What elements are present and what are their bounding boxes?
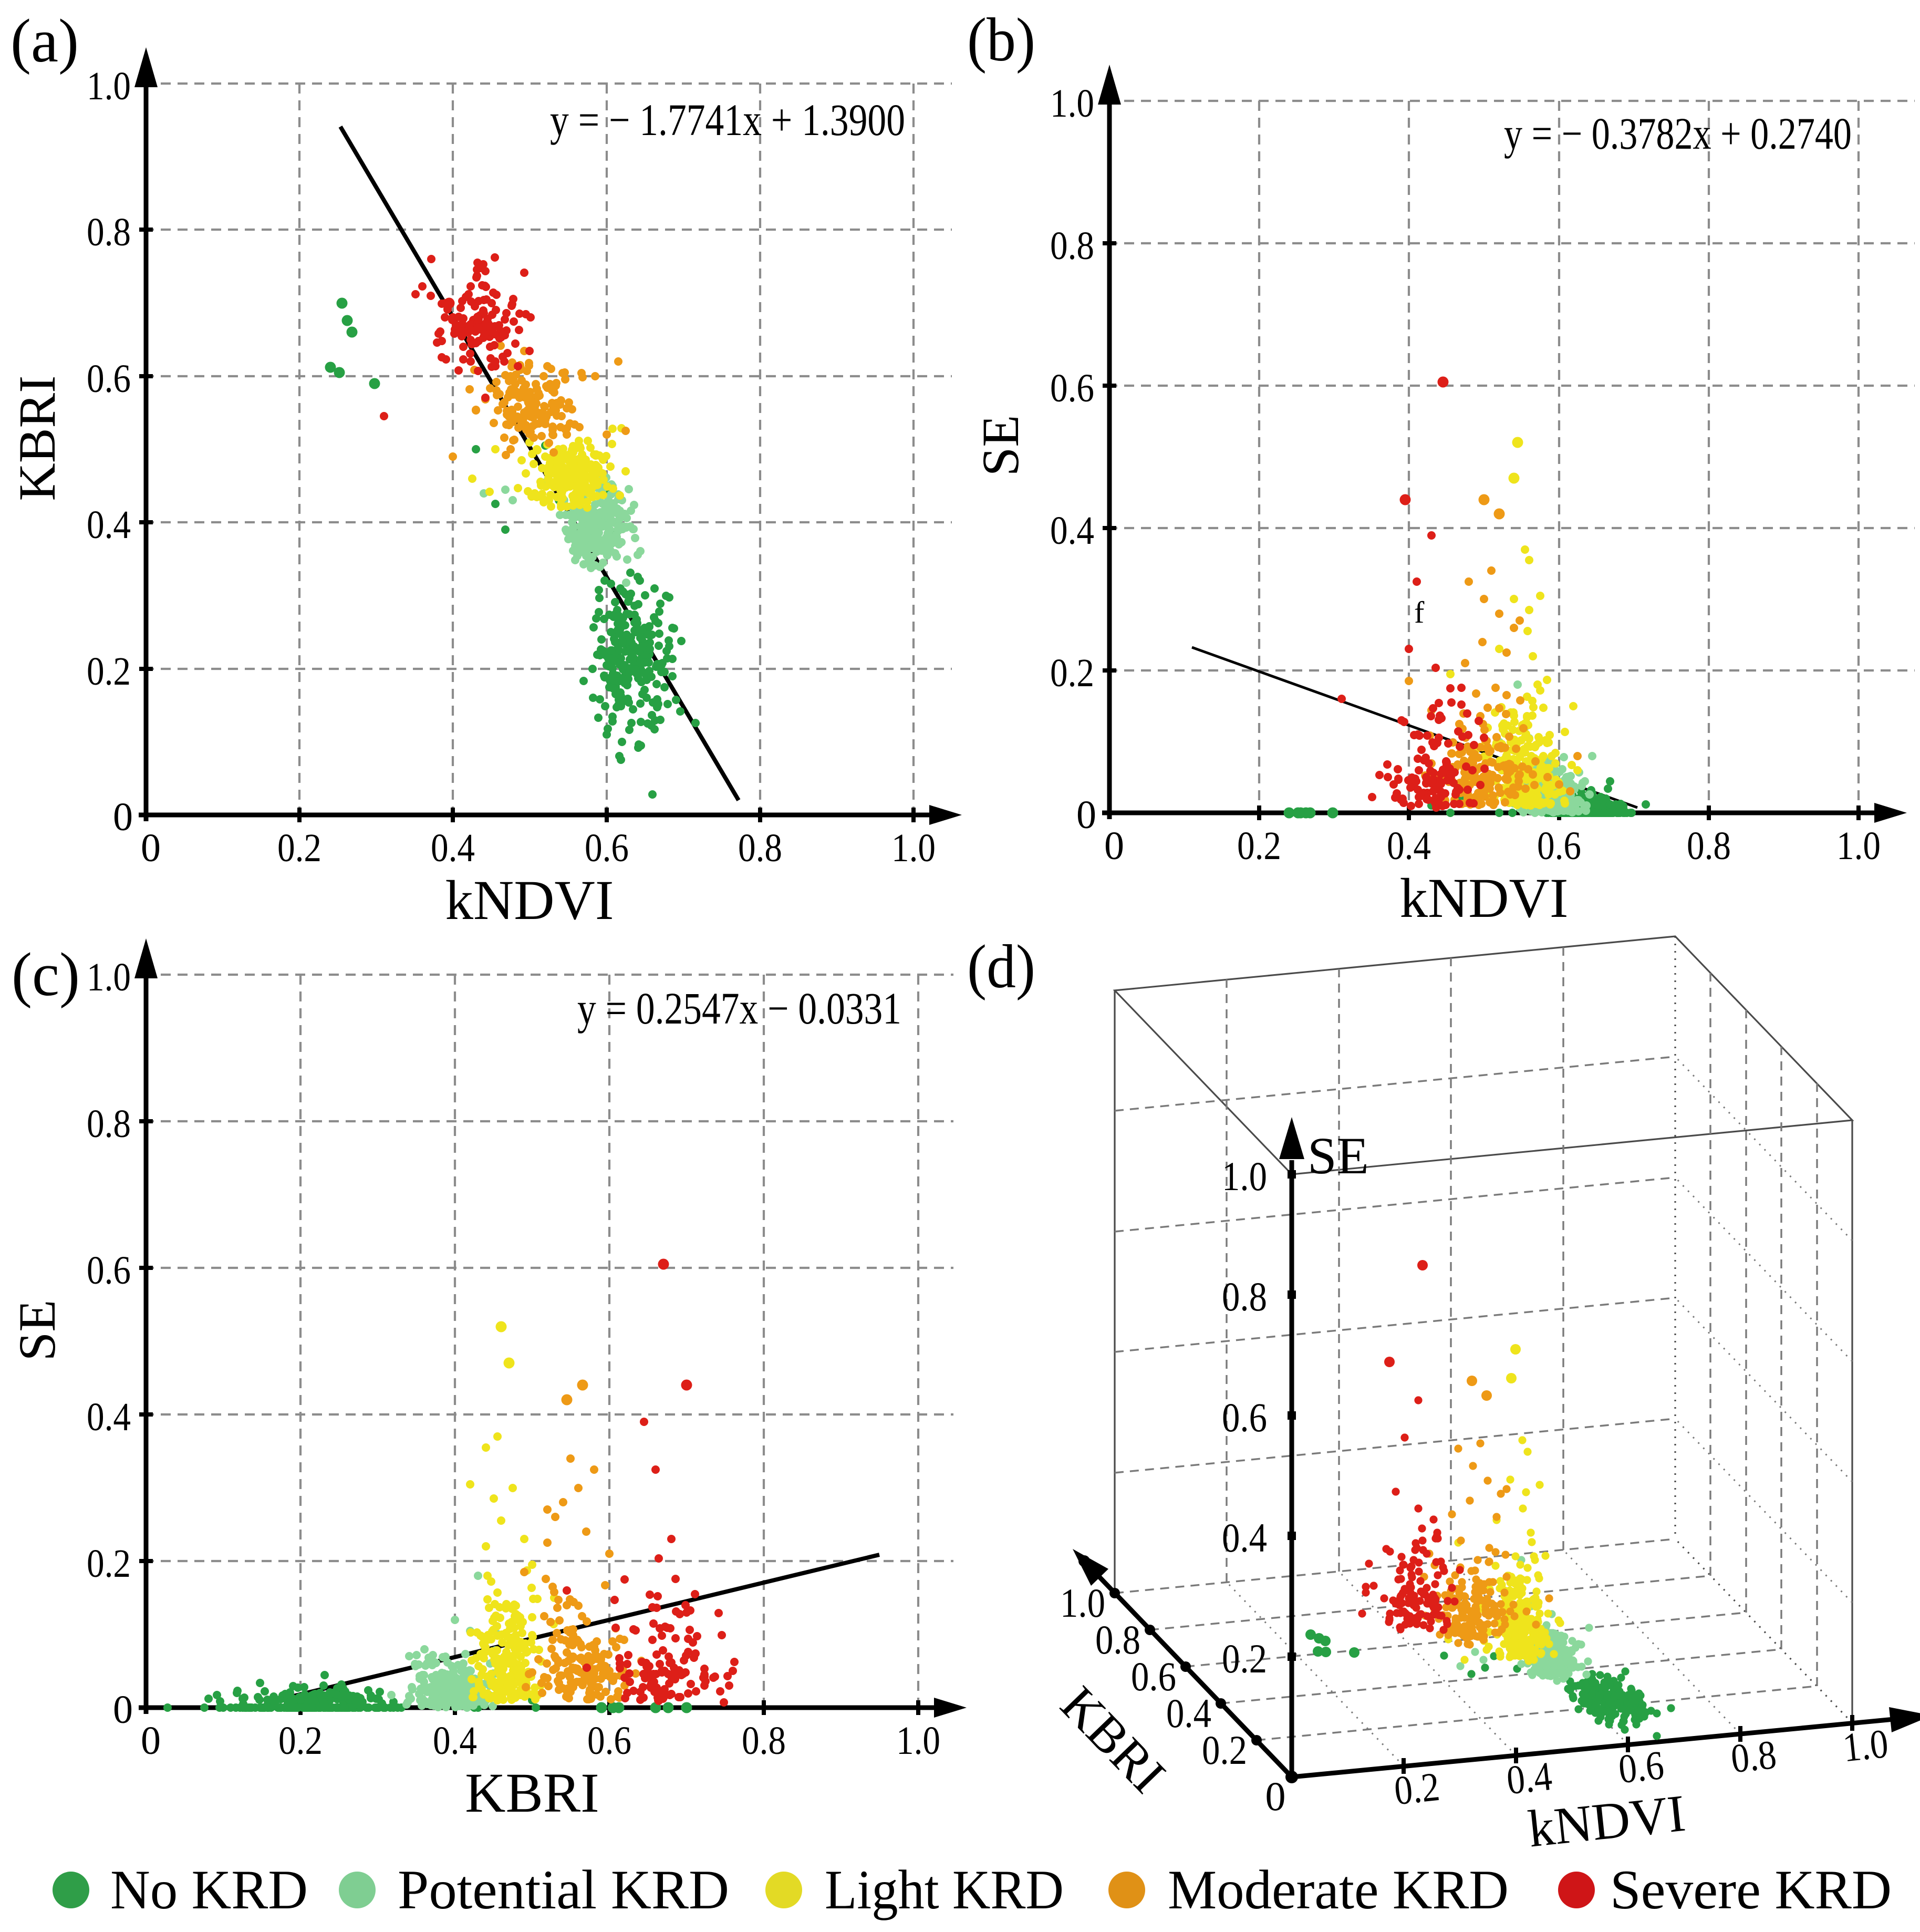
svg-text:0.8: 0.8 bbox=[742, 1719, 786, 1763]
svg-text:0.4: 0.4 bbox=[431, 826, 475, 870]
svg-text:(c): (c) bbox=[12, 940, 80, 1009]
svg-text:0.6: 0.6 bbox=[1131, 1654, 1176, 1699]
svg-text:kNDVI: kNDVI bbox=[445, 870, 614, 932]
svg-text:0.4: 0.4 bbox=[1222, 1515, 1267, 1561]
svg-text:0: 0 bbox=[113, 1688, 133, 1732]
svg-text:(a): (a) bbox=[11, 6, 79, 75]
svg-text:0.2: 0.2 bbox=[1050, 651, 1094, 695]
svg-text:0.8: 0.8 bbox=[87, 210, 131, 254]
svg-text:1.0: 1.0 bbox=[1222, 1153, 1267, 1199]
svg-text:0: 0 bbox=[1076, 793, 1096, 837]
svg-text:0.2: 0.2 bbox=[1237, 824, 1281, 868]
svg-text:1.0: 1.0 bbox=[1836, 824, 1881, 868]
svg-text:y = 0.2547x − 0.0331: y = 0.2547x − 0.0331 bbox=[577, 983, 901, 1034]
svg-text:0.8: 0.8 bbox=[1687, 824, 1731, 868]
svg-text:0.2: 0.2 bbox=[1222, 1636, 1267, 1681]
svg-text:0.8: 0.8 bbox=[738, 826, 782, 870]
svg-text:KBRI: KBRI bbox=[8, 376, 66, 501]
svg-text:0.8: 0.8 bbox=[1050, 224, 1094, 268]
svg-text:(d): (d) bbox=[967, 932, 1035, 1001]
svg-text:0.6: 0.6 bbox=[1222, 1394, 1267, 1440]
svg-text:y = − 0.3782x + 0.2740: y = − 0.3782x + 0.2740 bbox=[1504, 108, 1852, 159]
svg-text:0.8: 0.8 bbox=[1729, 1731, 1779, 1782]
svg-text:Moderate KRD: Moderate KRD bbox=[1168, 1859, 1509, 1920]
svg-text:SE: SE bbox=[1307, 1127, 1369, 1185]
svg-text:1.0: 1.0 bbox=[891, 826, 936, 870]
svg-text:0.8: 0.8 bbox=[87, 1102, 131, 1146]
svg-text:SE: SE bbox=[971, 415, 1030, 477]
svg-text:0: 0 bbox=[141, 1719, 161, 1763]
svg-text:KBRI: KBRI bbox=[465, 1762, 599, 1824]
svg-text:0: 0 bbox=[1104, 824, 1124, 868]
svg-text:0.2: 0.2 bbox=[278, 1719, 323, 1763]
svg-text:0.6: 0.6 bbox=[1537, 824, 1581, 868]
svg-text:0.6: 0.6 bbox=[1616, 1742, 1666, 1792]
svg-text:0.6: 0.6 bbox=[1050, 366, 1094, 410]
svg-text:0.4: 0.4 bbox=[1166, 1690, 1211, 1736]
svg-text:0.4: 0.4 bbox=[87, 503, 131, 547]
svg-text:1.0: 1.0 bbox=[896, 1719, 940, 1763]
svg-text:0.6: 0.6 bbox=[87, 1248, 131, 1293]
svg-text:kNDVI: kNDVI bbox=[1400, 867, 1569, 929]
svg-text:Severe KRD: Severe KRD bbox=[1610, 1859, 1892, 1920]
svg-text:0.2: 0.2 bbox=[1202, 1727, 1247, 1773]
svg-text:0.2: 0.2 bbox=[87, 649, 131, 694]
svg-text:y = − 1.7741x + 1.3900: y = − 1.7741x + 1.3900 bbox=[550, 95, 905, 145]
svg-text:0: 0 bbox=[1265, 1773, 1286, 1819]
svg-text:0.2: 0.2 bbox=[1392, 1763, 1442, 1814]
svg-text:0.2: 0.2 bbox=[277, 826, 321, 870]
svg-text:Potential KRD: Potential KRD bbox=[398, 1859, 729, 1920]
svg-text:0.4: 0.4 bbox=[1387, 824, 1431, 868]
svg-text:0.6: 0.6 bbox=[585, 826, 629, 870]
svg-text:0.4: 0.4 bbox=[1050, 509, 1094, 553]
svg-text:0: 0 bbox=[141, 826, 161, 870]
svg-text:(b): (b) bbox=[967, 5, 1035, 74]
svg-text:0: 0 bbox=[113, 795, 133, 839]
svg-text:0.2: 0.2 bbox=[87, 1542, 131, 1586]
svg-text:0.6: 0.6 bbox=[87, 357, 131, 401]
svg-text:1.0: 1.0 bbox=[1060, 1580, 1105, 1626]
svg-text:1.0: 1.0 bbox=[1050, 81, 1094, 126]
svg-text:1.0: 1.0 bbox=[87, 955, 131, 999]
svg-text:f: f bbox=[1414, 595, 1425, 629]
svg-text:0.6: 0.6 bbox=[587, 1719, 631, 1763]
svg-text:0.4: 0.4 bbox=[1504, 1753, 1554, 1803]
svg-text:1.0: 1.0 bbox=[1841, 1720, 1891, 1771]
svg-text:0.4: 0.4 bbox=[87, 1395, 131, 1439]
svg-text:0.8: 0.8 bbox=[1095, 1617, 1140, 1662]
svg-text:No KRD: No KRD bbox=[110, 1859, 308, 1920]
svg-text:SE: SE bbox=[8, 1300, 66, 1361]
svg-text:0.4: 0.4 bbox=[433, 1719, 477, 1763]
svg-text:1.0: 1.0 bbox=[87, 64, 131, 108]
svg-text:Light KRD: Light KRD bbox=[825, 1859, 1064, 1920]
svg-text:0.8: 0.8 bbox=[1222, 1274, 1267, 1319]
